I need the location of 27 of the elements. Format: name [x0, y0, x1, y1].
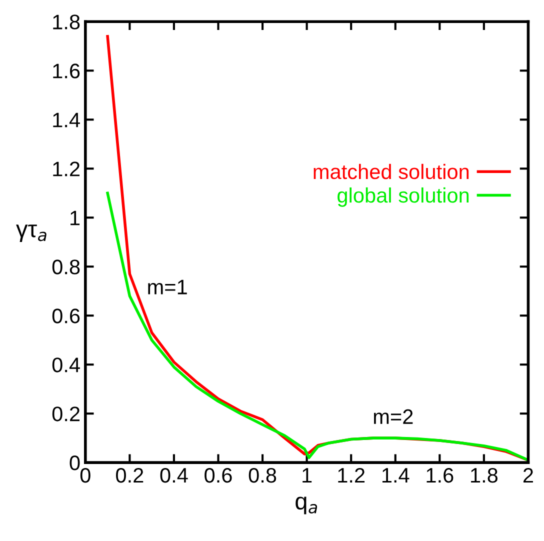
x-tick-label: 0.2 [116, 468, 144, 483]
y-tick-label: 1.4 [53, 112, 80, 128]
x-tick-label: 1.4 [382, 468, 410, 483]
x-tick-label: 1.6 [426, 468, 454, 483]
x-tick-label: 1.8 [471, 468, 498, 483]
y-tick-label: 0.4 [52, 358, 80, 372]
y-tick-label: 0.6 [52, 308, 80, 324]
x-tick-label: 0.8 [248, 468, 276, 483]
y-tick-label: 0.2 [52, 406, 80, 422]
x-tick-label: 0.4 [160, 468, 188, 483]
x-tick-label: 2 [523, 468, 533, 483]
y-tick-label: 0 [70, 456, 80, 470]
legend-label: matched solution [314, 164, 469, 180]
y-tick-label: 1.8 [53, 14, 80, 30]
x-axis-title: q$_{a}$ [296, 496, 318, 514]
legend-label: global solution [338, 187, 469, 207]
y-tick-label: 1.6 [53, 64, 80, 78]
x-tick-label: 1.2 [338, 468, 365, 483]
x-tick-label: 0 [80, 468, 90, 483]
x-tick-label: 0.6 [204, 468, 232, 483]
y-tick-label: 0.8 [52, 260, 80, 274]
x-tick-label: 1 [302, 468, 312, 483]
y-tick-label: 1 [70, 210, 80, 226]
annotation: m=1 [148, 280, 187, 294]
y-tick-label: 1.2 [53, 162, 80, 176]
annotation: m=2 [374, 409, 413, 424]
y-axis-title: γτ$_{a}$ [16, 224, 46, 242]
